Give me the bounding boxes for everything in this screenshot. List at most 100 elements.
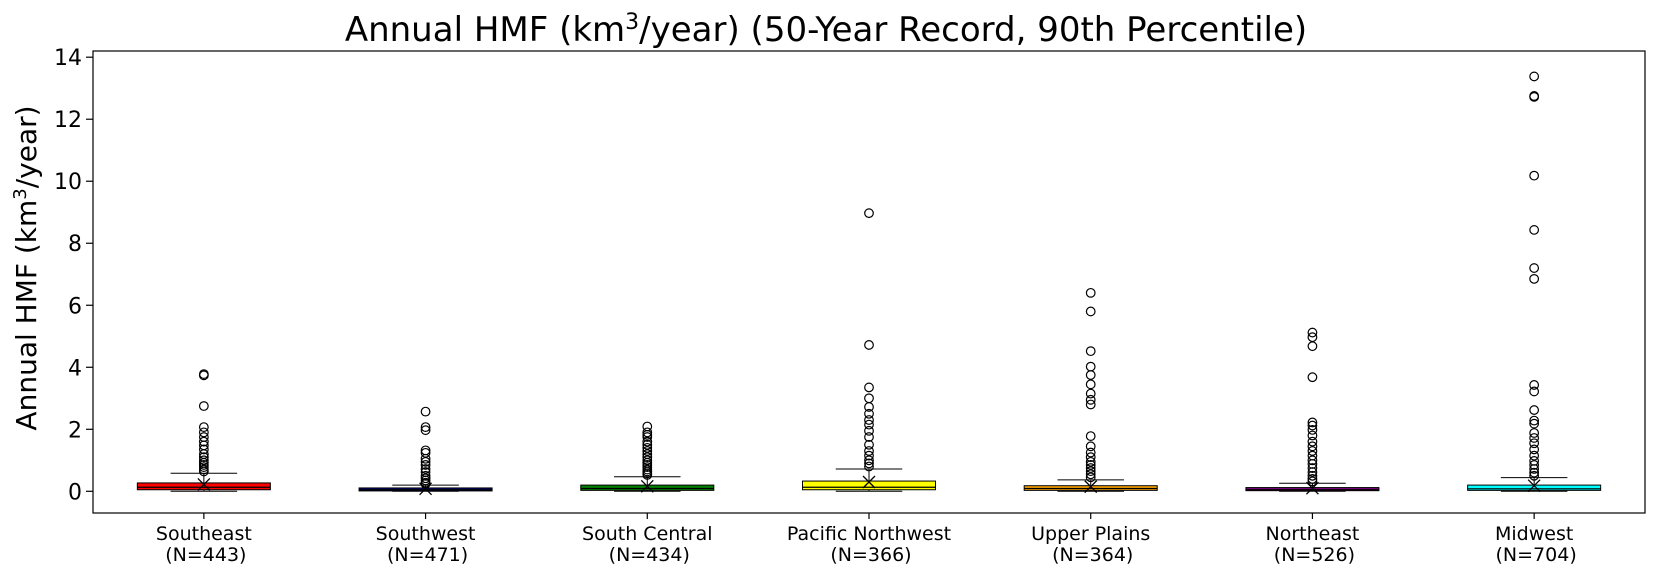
y-tick-label: 2 bbox=[68, 418, 82, 443]
outlier-point bbox=[1307, 430, 1318, 441]
outlier-point bbox=[642, 446, 653, 456]
box-southeast bbox=[136, 369, 271, 492]
outlier-point bbox=[1307, 473, 1318, 484]
x-tick-count-label: (N=443) bbox=[165, 544, 246, 566]
outlier-point bbox=[1307, 425, 1318, 435]
outlier-point bbox=[1529, 273, 1540, 284]
outlier-point bbox=[1085, 361, 1096, 372]
outlier-point bbox=[1085, 469, 1096, 480]
outlier-point bbox=[1085, 399, 1096, 410]
outlier-point bbox=[1307, 417, 1318, 428]
x-tick-label: Southeast bbox=[156, 523, 252, 545]
outlier-point bbox=[1085, 452, 1096, 463]
x-tick-label: Pacific Northwest bbox=[787, 523, 951, 545]
outlier-point bbox=[198, 370, 209, 381]
outlier-point bbox=[642, 469, 653, 480]
outlier-point bbox=[1307, 476, 1318, 487]
outlier-point bbox=[420, 456, 431, 467]
outlier-point bbox=[198, 401, 209, 411]
y-tick-label: 8 bbox=[68, 232, 82, 257]
outlier-point bbox=[420, 422, 431, 433]
outlier-point bbox=[1085, 472, 1096, 483]
outlier-point bbox=[420, 464, 431, 474]
iqr-box bbox=[580, 484, 715, 491]
x-tick-count-label: (N=366) bbox=[830, 544, 911, 566]
box-upper-plains bbox=[1023, 287, 1158, 494]
box-south-central bbox=[580, 421, 715, 493]
outlier-point bbox=[198, 444, 209, 455]
iqr-box bbox=[801, 480, 937, 491]
x-tick-label: South Central bbox=[582, 523, 712, 545]
outlier-point bbox=[1307, 327, 1318, 338]
outlier-point bbox=[420, 425, 431, 436]
outlier-point bbox=[864, 439, 874, 450]
box-northeast bbox=[1245, 327, 1380, 495]
y-axis-ticks: 0 2 4 6 8 10 12 14 bbox=[54, 46, 93, 505]
outlier-point bbox=[1529, 460, 1540, 470]
x-tick-label: Midwest bbox=[1495, 523, 1573, 545]
outlier-point bbox=[1085, 379, 1096, 390]
outlier-point bbox=[1529, 444, 1540, 455]
x-tick-label: Southwest bbox=[376, 523, 476, 545]
x-tick-count-label: (N=364) bbox=[1052, 544, 1133, 566]
outlier-point bbox=[1529, 170, 1540, 181]
outlier-point bbox=[1085, 394, 1096, 405]
outlier-point bbox=[1529, 433, 1540, 443]
y-tick-label: 10 bbox=[54, 170, 82, 195]
outlier-point bbox=[420, 460, 431, 470]
outlier-point bbox=[1529, 380, 1540, 390]
mean-marker bbox=[1527, 479, 1541, 493]
mean-marker bbox=[862, 475, 876, 489]
y-tick-label: 14 bbox=[54, 46, 82, 71]
outlier-point bbox=[1085, 388, 1096, 399]
outlier-point bbox=[1085, 441, 1096, 452]
outlier-point bbox=[1307, 341, 1318, 352]
x-tick-label: Northeast bbox=[1266, 523, 1360, 545]
outlier-point bbox=[1529, 91, 1540, 102]
outlier-point bbox=[864, 450, 874, 461]
x-tick-label: Upper Plains bbox=[1031, 523, 1150, 545]
x-tick-count-label: (N=704) bbox=[1496, 544, 1577, 566]
outlier-point bbox=[1085, 346, 1096, 357]
outlier-point bbox=[864, 208, 874, 219]
outlier-point bbox=[1529, 470, 1540, 481]
outlier-point bbox=[1085, 447, 1096, 458]
outlier-point bbox=[1529, 263, 1540, 273]
outlier-point bbox=[198, 427, 209, 438]
y-tick-label: 6 bbox=[68, 294, 82, 319]
outlier-point bbox=[864, 458, 874, 469]
outlier-point bbox=[1529, 418, 1540, 429]
outlier-point bbox=[1085, 306, 1096, 317]
outlier-point bbox=[420, 478, 431, 489]
outlier-point bbox=[198, 455, 209, 466]
outlier-point bbox=[864, 382, 874, 393]
outlier-point bbox=[642, 452, 653, 463]
outlier-point bbox=[1085, 466, 1096, 477]
outlier-point bbox=[864, 432, 874, 442]
y-tick-label: 0 bbox=[68, 480, 82, 505]
x-tick-count-label: (N=471) bbox=[387, 544, 468, 566]
outlier-point bbox=[1529, 415, 1540, 426]
outlier-point bbox=[1085, 456, 1096, 467]
outlier-point bbox=[642, 432, 653, 442]
outlier-point bbox=[1307, 467, 1318, 477]
outlier-point bbox=[1529, 405, 1540, 415]
y-tick-label: 12 bbox=[54, 108, 82, 133]
outlier-point bbox=[642, 455, 653, 466]
x-tick-count-label: (N=526) bbox=[1274, 544, 1355, 566]
outlier-point bbox=[1529, 225, 1540, 235]
outlier-point bbox=[864, 461, 874, 472]
outlier-point bbox=[198, 436, 209, 447]
outlier-point bbox=[864, 340, 874, 350]
outlier-point bbox=[1085, 460, 1096, 470]
outlier-point bbox=[864, 393, 874, 404]
x-axis-ticks: Southeast(N=443) Southwest(N=471) South Ce… bbox=[156, 513, 1577, 566]
outlier-point bbox=[420, 453, 431, 464]
outlier-point bbox=[864, 455, 874, 466]
outlier-point bbox=[864, 402, 874, 412]
outlier-point bbox=[1529, 464, 1540, 474]
outlier-point bbox=[198, 452, 209, 463]
outlier-point bbox=[1307, 446, 1318, 456]
outlier-point bbox=[864, 425, 874, 436]
